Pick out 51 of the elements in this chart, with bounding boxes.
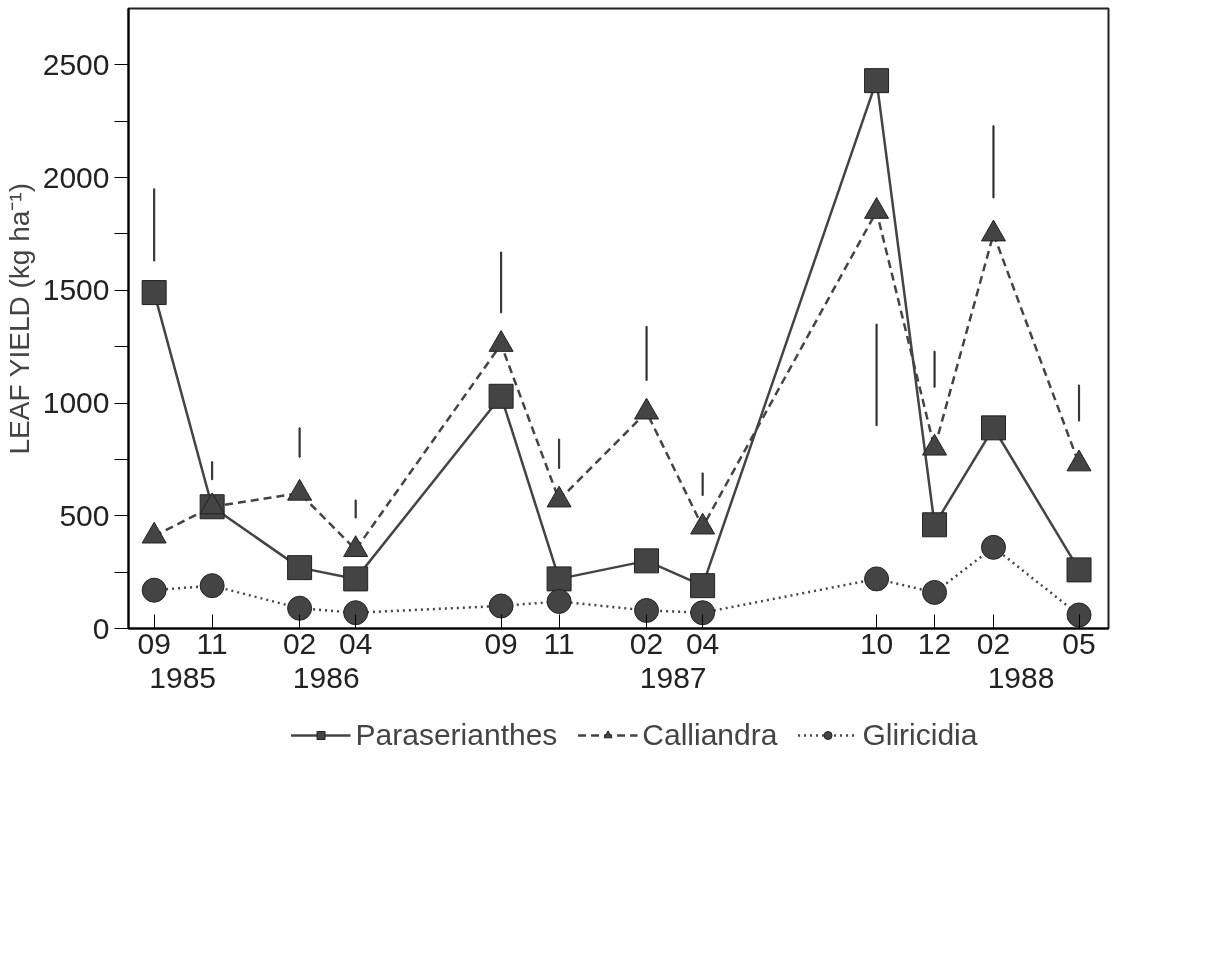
point (343, 566, 369, 592)
point (343, 600, 369, 626)
x-tick-label: 04 (338, 626, 373, 660)
point (634, 397, 660, 420)
x-tick-label: 11 (543, 626, 575, 660)
point (634, 548, 660, 574)
x-tick-label: 05 (1062, 626, 1096, 660)
point (141, 577, 167, 603)
y-tick-label: 0 (92, 611, 110, 645)
y-tick-label: 1000 (42, 386, 110, 420)
y-tick-label: 2500 (42, 47, 110, 81)
point (1066, 557, 1092, 583)
point (488, 593, 514, 619)
x-tick-label: 09 (137, 626, 171, 660)
point (488, 330, 514, 352)
legend-label: Gliricidia (862, 718, 978, 752)
point (634, 597, 660, 623)
y-tick-label: 2000 (42, 160, 110, 194)
x-tick-label: 04 (685, 626, 720, 660)
point (864, 566, 890, 592)
legend-label: Calliandra (642, 718, 778, 752)
x-tick-label: 10 (859, 626, 894, 660)
point (864, 197, 890, 219)
x-tick-label: 11 (196, 626, 228, 660)
x2-tick-label: 1986 (292, 660, 360, 694)
legend-label: Paraserianthes (355, 718, 558, 752)
y-axis-title: LEAF YIELD (kg ha⁻¹) (3, 183, 35, 455)
point (546, 588, 572, 614)
point (980, 415, 1006, 441)
x-tick-label: 09 (484, 626, 518, 660)
point (546, 566, 572, 592)
point (287, 595, 313, 621)
point (922, 512, 948, 538)
point (199, 573, 225, 599)
x-tick-label: 12 (917, 626, 952, 660)
x2-tick-label: 1985 (149, 660, 217, 694)
point (287, 555, 313, 581)
point (980, 219, 1006, 242)
point (980, 534, 1006, 560)
point (488, 383, 514, 409)
point (690, 573, 716, 599)
y-tick-label: 1500 (42, 273, 110, 307)
x2-tick-label: 1988 (987, 660, 1055, 694)
point (922, 579, 948, 605)
x2-tick-label: 1987 (639, 660, 707, 694)
x-tick-label: 02 (282, 626, 317, 660)
x-tick-label: 02 (976, 626, 1011, 660)
point (1066, 602, 1092, 628)
x-tick-label: 02 (629, 626, 664, 660)
point (690, 600, 716, 626)
y-tick-label: 500 (59, 498, 110, 532)
